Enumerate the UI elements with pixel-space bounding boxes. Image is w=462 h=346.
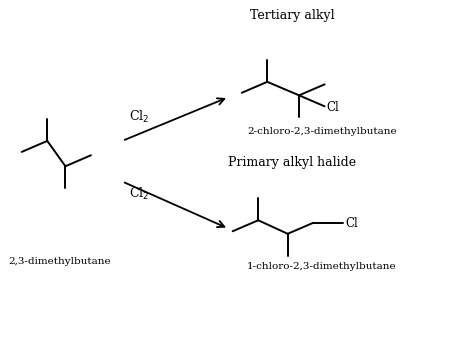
Text: Cl: Cl xyxy=(345,217,358,230)
Text: Tertiary alkyl: Tertiary alkyl xyxy=(250,9,334,22)
Text: 2-chloro-2,3-dimethylbutane: 2-chloro-2,3-dimethylbutane xyxy=(247,127,396,136)
Text: Cl$_2$: Cl$_2$ xyxy=(129,109,149,125)
Text: Primary alkyl halide: Primary alkyl halide xyxy=(228,156,356,169)
Text: 2,3-dimethylbutane: 2,3-dimethylbutane xyxy=(9,257,111,266)
Text: Cl: Cl xyxy=(327,101,340,115)
Text: 1-chloro-2,3-dimethylbutane: 1-chloro-2,3-dimethylbutane xyxy=(247,262,396,271)
Text: Cl$_2$: Cl$_2$ xyxy=(129,186,149,202)
